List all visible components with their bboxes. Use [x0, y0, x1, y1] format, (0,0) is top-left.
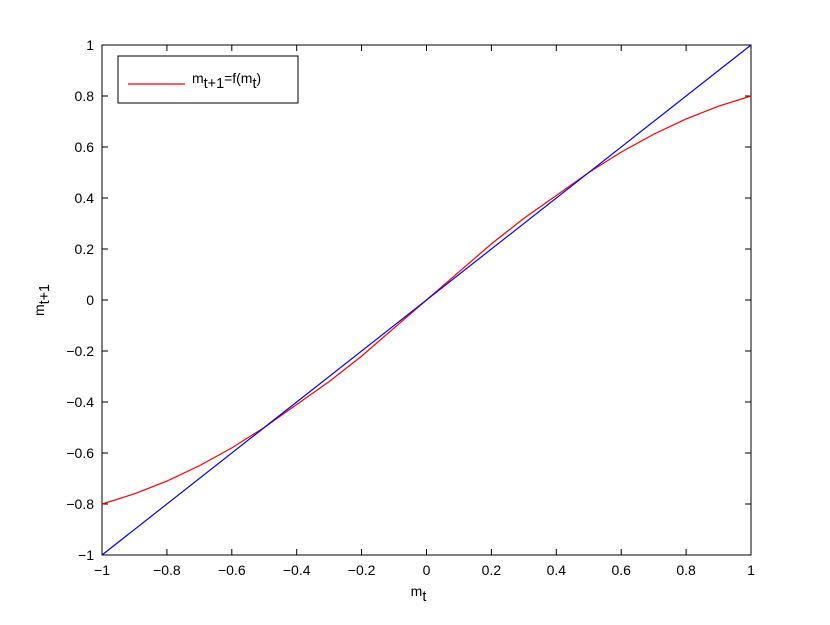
x-tick-label: 0.2	[482, 562, 502, 578]
text-part: )	[256, 70, 261, 86]
text-part: m	[192, 70, 204, 86]
legend-box	[117, 55, 299, 104]
x-tick-label: −0.4	[283, 562, 311, 578]
x-tick-label: −0.2	[348, 562, 376, 578]
x-tick-label: 0	[423, 562, 431, 578]
subscript: t	[422, 589, 426, 605]
y-tick-label: −0.6	[66, 445, 94, 461]
y-tick-label: 0.2	[75, 241, 95, 257]
y-tick-label: 0.8	[75, 88, 95, 104]
y-tick-label: 1	[86, 37, 94, 53]
y-tick-label: 0.6	[75, 139, 95, 155]
y-tick-label: −1	[78, 547, 94, 563]
y-tick-label: −0.2	[66, 343, 94, 359]
text-part: m	[31, 304, 47, 316]
x-tick-label: 0.8	[676, 562, 696, 578]
subscript: t+1	[204, 76, 224, 92]
x-tick-label: −0.8	[153, 562, 181, 578]
legend-label: mt+1=f(mt)	[192, 70, 261, 92]
y-axis-label: mt+1	[31, 284, 53, 316]
y-tick-label: 0	[86, 292, 94, 308]
y-tick-label: 0.4	[75, 190, 95, 206]
x-tick-label: −0.6	[218, 562, 246, 578]
x-tick-label: 1	[747, 562, 755, 578]
x-tick-label: 0.6	[611, 562, 631, 578]
text-part: m	[411, 583, 423, 599]
y-tick-label: −0.8	[66, 496, 94, 512]
subscript: t	[252, 76, 256, 92]
line	[101, 44, 752, 556]
y-tick-label: −0.4	[66, 394, 94, 410]
x-tick-label: −1	[94, 562, 110, 578]
x-axis-label: mt	[411, 583, 427, 605]
text-part: =f(m	[224, 70, 252, 86]
subscript: t+1	[37, 284, 53, 304]
x-tick-label: 0.4	[547, 562, 567, 578]
